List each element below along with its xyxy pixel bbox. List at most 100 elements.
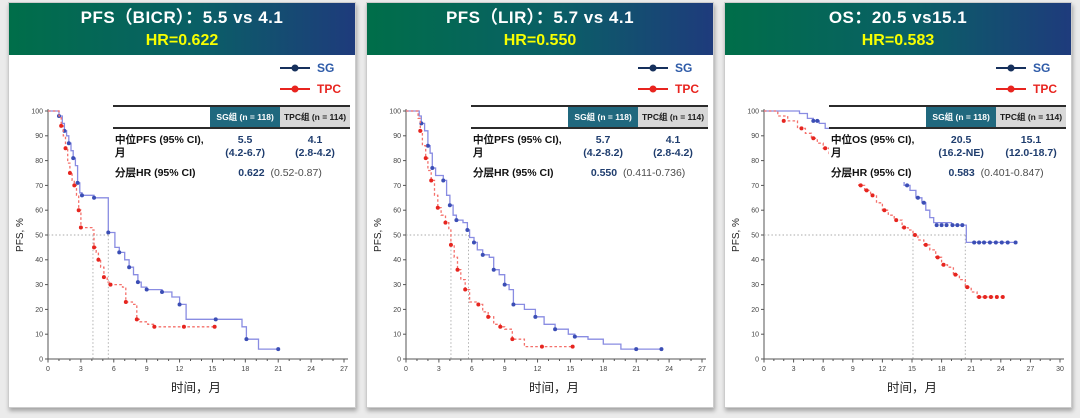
svg-text:27: 27 <box>698 366 706 373</box>
panel-pfs-lir: PFS（LIR）：5.7 vs 4.1 HR=0.550 SG TPC SG组 … <box>366 2 714 408</box>
legend-label-tpc: TPC <box>675 82 699 96</box>
median-row: 中位OS (95% CI), 月 20.5 (16.2-NE) 15.1 (12… <box>829 129 1066 162</box>
svg-text:12: 12 <box>879 366 887 373</box>
svg-text:0: 0 <box>762 366 766 373</box>
svg-text:18: 18 <box>241 366 249 373</box>
svg-text:40: 40 <box>35 257 43 264</box>
median-sg-value: 5.5 (4.2-6.7) <box>225 134 265 160</box>
svg-text:18: 18 <box>938 366 946 373</box>
svg-text:0: 0 <box>397 356 401 363</box>
km-chart: 0 10 20 30 40 50 60 70 80 90 100 0 3 6 9 12 15 18 21 24 27 PF… <box>369 105 711 405</box>
stats-table-header-row: SG组 (n = 118) TPC组 (n = 114) <box>471 105 708 129</box>
sg-group-header: SG组 (n = 118) <box>926 107 997 127</box>
legend-label-sg: SG <box>675 61 693 75</box>
hr-row-label: 分层HR (95% CI) <box>473 167 554 180</box>
hr-confidence-interval: (0.411-0.736) <box>623 167 686 180</box>
y-axis-label: PFS, % <box>15 218 26 252</box>
svg-text:100: 100 <box>389 108 401 115</box>
stats-table: SG组 (n = 118) TPC组 (n = 114) 中位PFS (95% … <box>471 105 708 183</box>
hr-confidence-interval: (0.401-0.847) <box>980 167 1044 180</box>
panel-header-os: OS：20.5 vs15.1 HR=0.583 <box>725 3 1071 55</box>
median-tpc-value: 15.1 (12.0-18.7) <box>1005 134 1057 160</box>
tpc-survival-curve <box>48 110 217 329</box>
stats-table-corner-cell <box>829 107 926 127</box>
median-reference-lines <box>764 234 966 359</box>
hazard-ratio-text: HR=0.583 <box>861 32 935 49</box>
svg-text:10: 10 <box>393 332 401 339</box>
x-axis-label: 时间，月 <box>887 381 937 395</box>
stats-table: SG组 (n = 118) TPC组 (n = 114) 中位OS (95% C… <box>829 105 1066 183</box>
svg-text:6: 6 <box>821 366 825 373</box>
svg-text:30: 30 <box>1056 366 1064 373</box>
panel-title: PFS（LIR）：5.7 vs 4.1 <box>445 8 635 27</box>
legend-item-tpc: TPC <box>996 82 1057 96</box>
y-axis-label: PFS, % <box>731 218 742 252</box>
median-row-label: 中位PFS (95% CI), 月 <box>473 134 562 160</box>
y-axis-label: PFS, % <box>373 218 384 252</box>
tpc-line-marker-icon <box>996 88 1026 90</box>
svg-text:60: 60 <box>751 208 759 215</box>
svg-text:15: 15 <box>908 366 916 373</box>
stats-table-corner-cell <box>471 107 568 127</box>
axis-ticks: 0 10 20 30 40 50 60 70 80 90 100 0 3 6 9 12 15 18 21 24 27 <box>31 108 348 373</box>
svg-text:6: 6 <box>112 366 116 373</box>
hazard-ratio-text: HR=0.622 <box>145 32 219 49</box>
axes <box>763 109 1064 360</box>
svg-text:80: 80 <box>393 158 401 165</box>
svg-text:6: 6 <box>470 366 474 373</box>
hr-value: 0.622 <box>238 167 265 180</box>
median-row-label: 中位PFS (95% CI), 月 <box>115 134 204 160</box>
legend-item-sg: SG <box>280 61 341 75</box>
tpc-survival-curve <box>406 110 575 349</box>
median-row: 中位PFS (95% CI), 月 5.7 (4.2-8.2) 4.1 (2.8… <box>471 129 708 162</box>
svg-text:9: 9 <box>145 366 149 373</box>
sg-group-header: SG组 (n = 118) <box>568 107 639 127</box>
svg-text:30: 30 <box>35 282 43 289</box>
sg-line-marker-icon <box>638 67 668 69</box>
axes <box>47 109 348 360</box>
hr-confidence-interval: (0.52-0.87) <box>270 167 322 180</box>
panel-title: OS：20.5 vs15.1 <box>828 8 968 27</box>
axis-ticks: 0 10 20 30 40 50 60 70 80 90 100 0 3 6 9 12 15 18 21 24 27 <box>389 108 706 373</box>
legend-label-sg: SG <box>317 61 335 75</box>
median-tpc-value: 4.1 (2.8-4.2) <box>653 134 693 160</box>
svg-text:3: 3 <box>437 366 441 373</box>
svg-text:20: 20 <box>393 307 401 314</box>
svg-text:30: 30 <box>751 282 759 289</box>
median-sg-value: 5.7 (4.2-8.2) <box>583 134 623 160</box>
x-axis-label: 时间，月 <box>171 381 221 395</box>
svg-text:70: 70 <box>393 183 401 190</box>
median-reference-lines <box>406 234 469 359</box>
median-sg-value: 20.5 (16.2-NE) <box>938 134 984 160</box>
panel-pfs-bicr: PFS（BICR）：5.5 vs 4.1 HR=0.622 SG TPC SG组… <box>8 2 356 408</box>
panel-header-pfs-bicr: PFS（BICR）：5.5 vs 4.1 HR=0.622 <box>9 3 355 55</box>
panel-body: SG TPC SG组 (n = 118) TPC组 (n = 114) 中位PF… <box>367 55 713 407</box>
median-row-label: 中位OS (95% CI), 月 <box>831 134 915 160</box>
svg-text:10: 10 <box>751 332 759 339</box>
svg-text:40: 40 <box>751 257 759 264</box>
svg-text:100: 100 <box>747 108 759 115</box>
svg-text:60: 60 <box>35 208 43 215</box>
hazard-ratio-text: HR=0.550 <box>503 32 577 49</box>
svg-text:0: 0 <box>404 366 408 373</box>
svg-text:70: 70 <box>35 183 43 190</box>
median-tpc-value: 4.1 (2.8-4.2) <box>295 134 335 160</box>
stats-table-header-row: SG组 (n = 118) TPC组 (n = 114) <box>829 105 1066 129</box>
hr-row-label: 分层HR (95% CI) <box>115 167 196 180</box>
panel-header-pfs-lir: PFS（LIR）：5.7 vs 4.1 HR=0.550 <box>367 3 713 55</box>
svg-text:0: 0 <box>755 356 759 363</box>
sg-group-header: SG组 (n = 118) <box>210 107 281 127</box>
svg-text:15: 15 <box>567 366 575 373</box>
hr-row: 分层HR (95% CI) 0.550 (0.411-0.736) <box>471 162 708 182</box>
svg-text:20: 20 <box>35 307 43 314</box>
svg-text:21: 21 <box>274 366 282 373</box>
panel-os: OS：20.5 vs15.1 HR=0.583 SG TPC SG组 (n = … <box>724 2 1072 408</box>
tpc-group-header: TPC组 (n = 114) <box>280 107 350 127</box>
hr-row: 分层HR (95% CI) 0.622 (0.52-0.87) <box>113 162 350 182</box>
svg-text:9: 9 <box>503 366 507 373</box>
svg-text:50: 50 <box>35 232 43 239</box>
km-chart: 0 10 20 30 40 50 60 70 80 90 100 0 3 6 9 12 15 18 21 24 27 30… <box>727 105 1069 405</box>
svg-text:90: 90 <box>751 133 759 140</box>
hr-row-label: 分层HR (95% CI) <box>831 167 912 180</box>
panel-title: PFS（BICR）：5.5 vs 4.1 <box>80 8 284 27</box>
